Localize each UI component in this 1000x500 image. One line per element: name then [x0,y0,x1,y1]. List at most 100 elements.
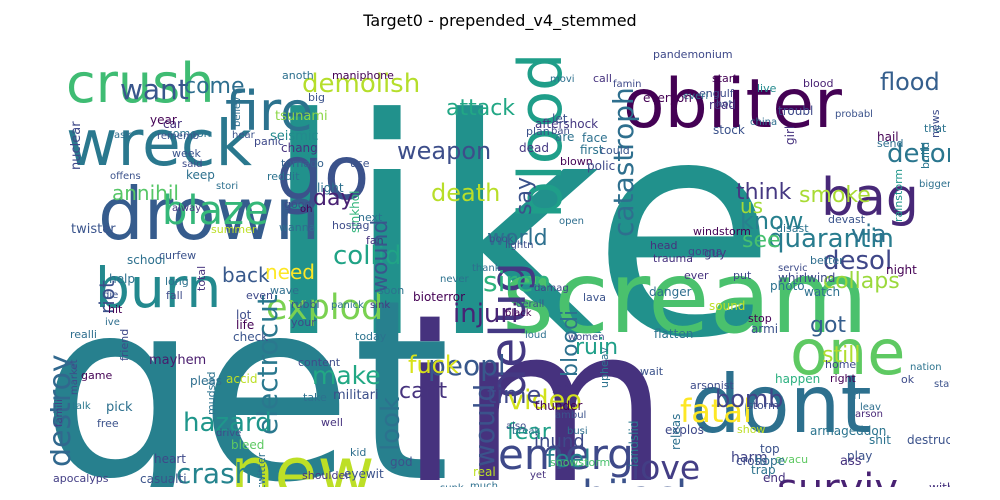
cloud-word: fire [225,80,313,143]
cloud-word: deton [887,139,950,169]
cloud-word: bigger [919,179,950,190]
cloud-word: explod [266,288,383,328]
cloud-word: windstorm [693,225,751,238]
cloud-word: flood [880,68,940,96]
cloud-word: trauma [653,252,693,265]
cloud-word: harm [731,450,768,466]
cloud-word: want [120,73,189,106]
cloud-word: much [470,481,498,487]
cloud-word: rememb [157,131,199,142]
cloud-word: fall [166,289,183,302]
cloud-word: ban [551,126,570,137]
cloud-word: crush [66,52,214,115]
cloud-word: build [919,142,932,169]
cloud-word: everyon [643,91,692,105]
cloud-word: next [358,211,383,224]
cloud-word: keep [186,168,215,182]
cloud-word: mayhem [149,353,206,368]
cloud-word: hit [108,303,123,316]
cloud-word: sound [709,299,745,313]
cloud-word: destroy [50,354,78,467]
cloud-word: obliter [623,65,842,144]
cloud-word: would [468,384,501,467]
cloud-word: come [184,74,245,99]
cloud-word: ive [105,317,120,328]
cloud-word: talk [72,401,91,412]
cloud-word: heart [154,452,186,466]
cloud-word: go [276,129,370,217]
cloud-word: hear [232,130,256,141]
cloud-word: china [750,117,777,128]
cloud-word: storm [747,399,779,412]
cloud-word: free [97,417,119,430]
cloud-word: demolish [302,69,420,99]
cloud-word: scream [502,239,868,356]
cloud-word: read [709,98,736,112]
cloud-word: quarantin [768,224,894,254]
cloud-word: news [929,109,942,138]
cloud-word: stay [934,379,950,390]
cloud-word: armageddon [810,424,886,438]
cloud-word: total [195,266,208,291]
cloud-word: first [580,143,604,157]
cloud-word: face [582,131,608,145]
cloud-word: inund [534,431,585,452]
cloud-word: top [760,442,780,456]
cloud-word: twister [71,222,116,237]
cloud-word: tornado [281,157,324,170]
cloud-word: lightn [505,240,534,251]
cloud-word: siren [483,265,551,298]
cloud-word: reddit [267,170,300,183]
cloud-word: eyewit [344,467,384,481]
cloud-word: engulf [699,87,735,100]
cloud-word: like [262,55,776,404]
cloud-word: play [847,449,872,463]
cloud-word: market [69,359,80,395]
cloud-word: accid [226,372,258,386]
cloud-word: bloodi [558,310,583,377]
cloud-word: one [790,316,905,389]
cloud-word: let [552,112,568,126]
cloud-word: electrocut [251,294,284,435]
cloud-word: start [712,72,738,85]
cloud-word: mudslid [205,372,218,416]
cloud-word: still [822,343,860,368]
cloud-word: head [650,239,677,252]
cloud-word: that [924,122,947,135]
cloud-word: school [127,253,165,267]
cloud-word: delug [480,262,537,399]
cloud-word: someon [167,127,211,140]
cloud-word: landslid [627,421,641,467]
cloud-word: ass [840,454,862,469]
cloud-word: pick [106,400,133,415]
cloud-word: fuck [408,351,459,379]
cloud-word: wound [368,220,393,293]
cloud-word: tsunami [275,109,328,124]
cloud-word: hostag [332,219,369,232]
cloud-word: believ [232,97,243,127]
cloud-word: servic [778,263,808,274]
cloud-word: polic [587,159,615,173]
cloud-word: upheav [598,347,611,388]
cloud-word: home [825,358,856,371]
cloud-word: drive [216,428,241,439]
cloud-word: collid [333,241,401,271]
cloud-word: soon [378,284,404,297]
cloud-word: via [851,220,887,248]
cloud-word: avalanch [203,486,257,487]
cloud-word: apocalyps [53,472,109,485]
cloud-word: blaze [162,188,269,234]
cloud-word: ok [901,373,915,386]
cloud-word: new [230,432,375,487]
cloud-word: sunk [440,483,464,487]
cloud-word: arson [855,409,883,420]
cloud-word: riot [95,280,119,314]
cloud-word: wave [270,284,299,297]
cloud-word: us [740,194,763,218]
cloud-word: evacu [775,453,808,466]
cloud-word: realli [70,328,97,341]
cloud-word: kid [350,446,366,459]
cloud-word: thunder [535,399,583,413]
cloud-word: aftershock [535,117,598,131]
cloud-word: back [222,263,270,287]
